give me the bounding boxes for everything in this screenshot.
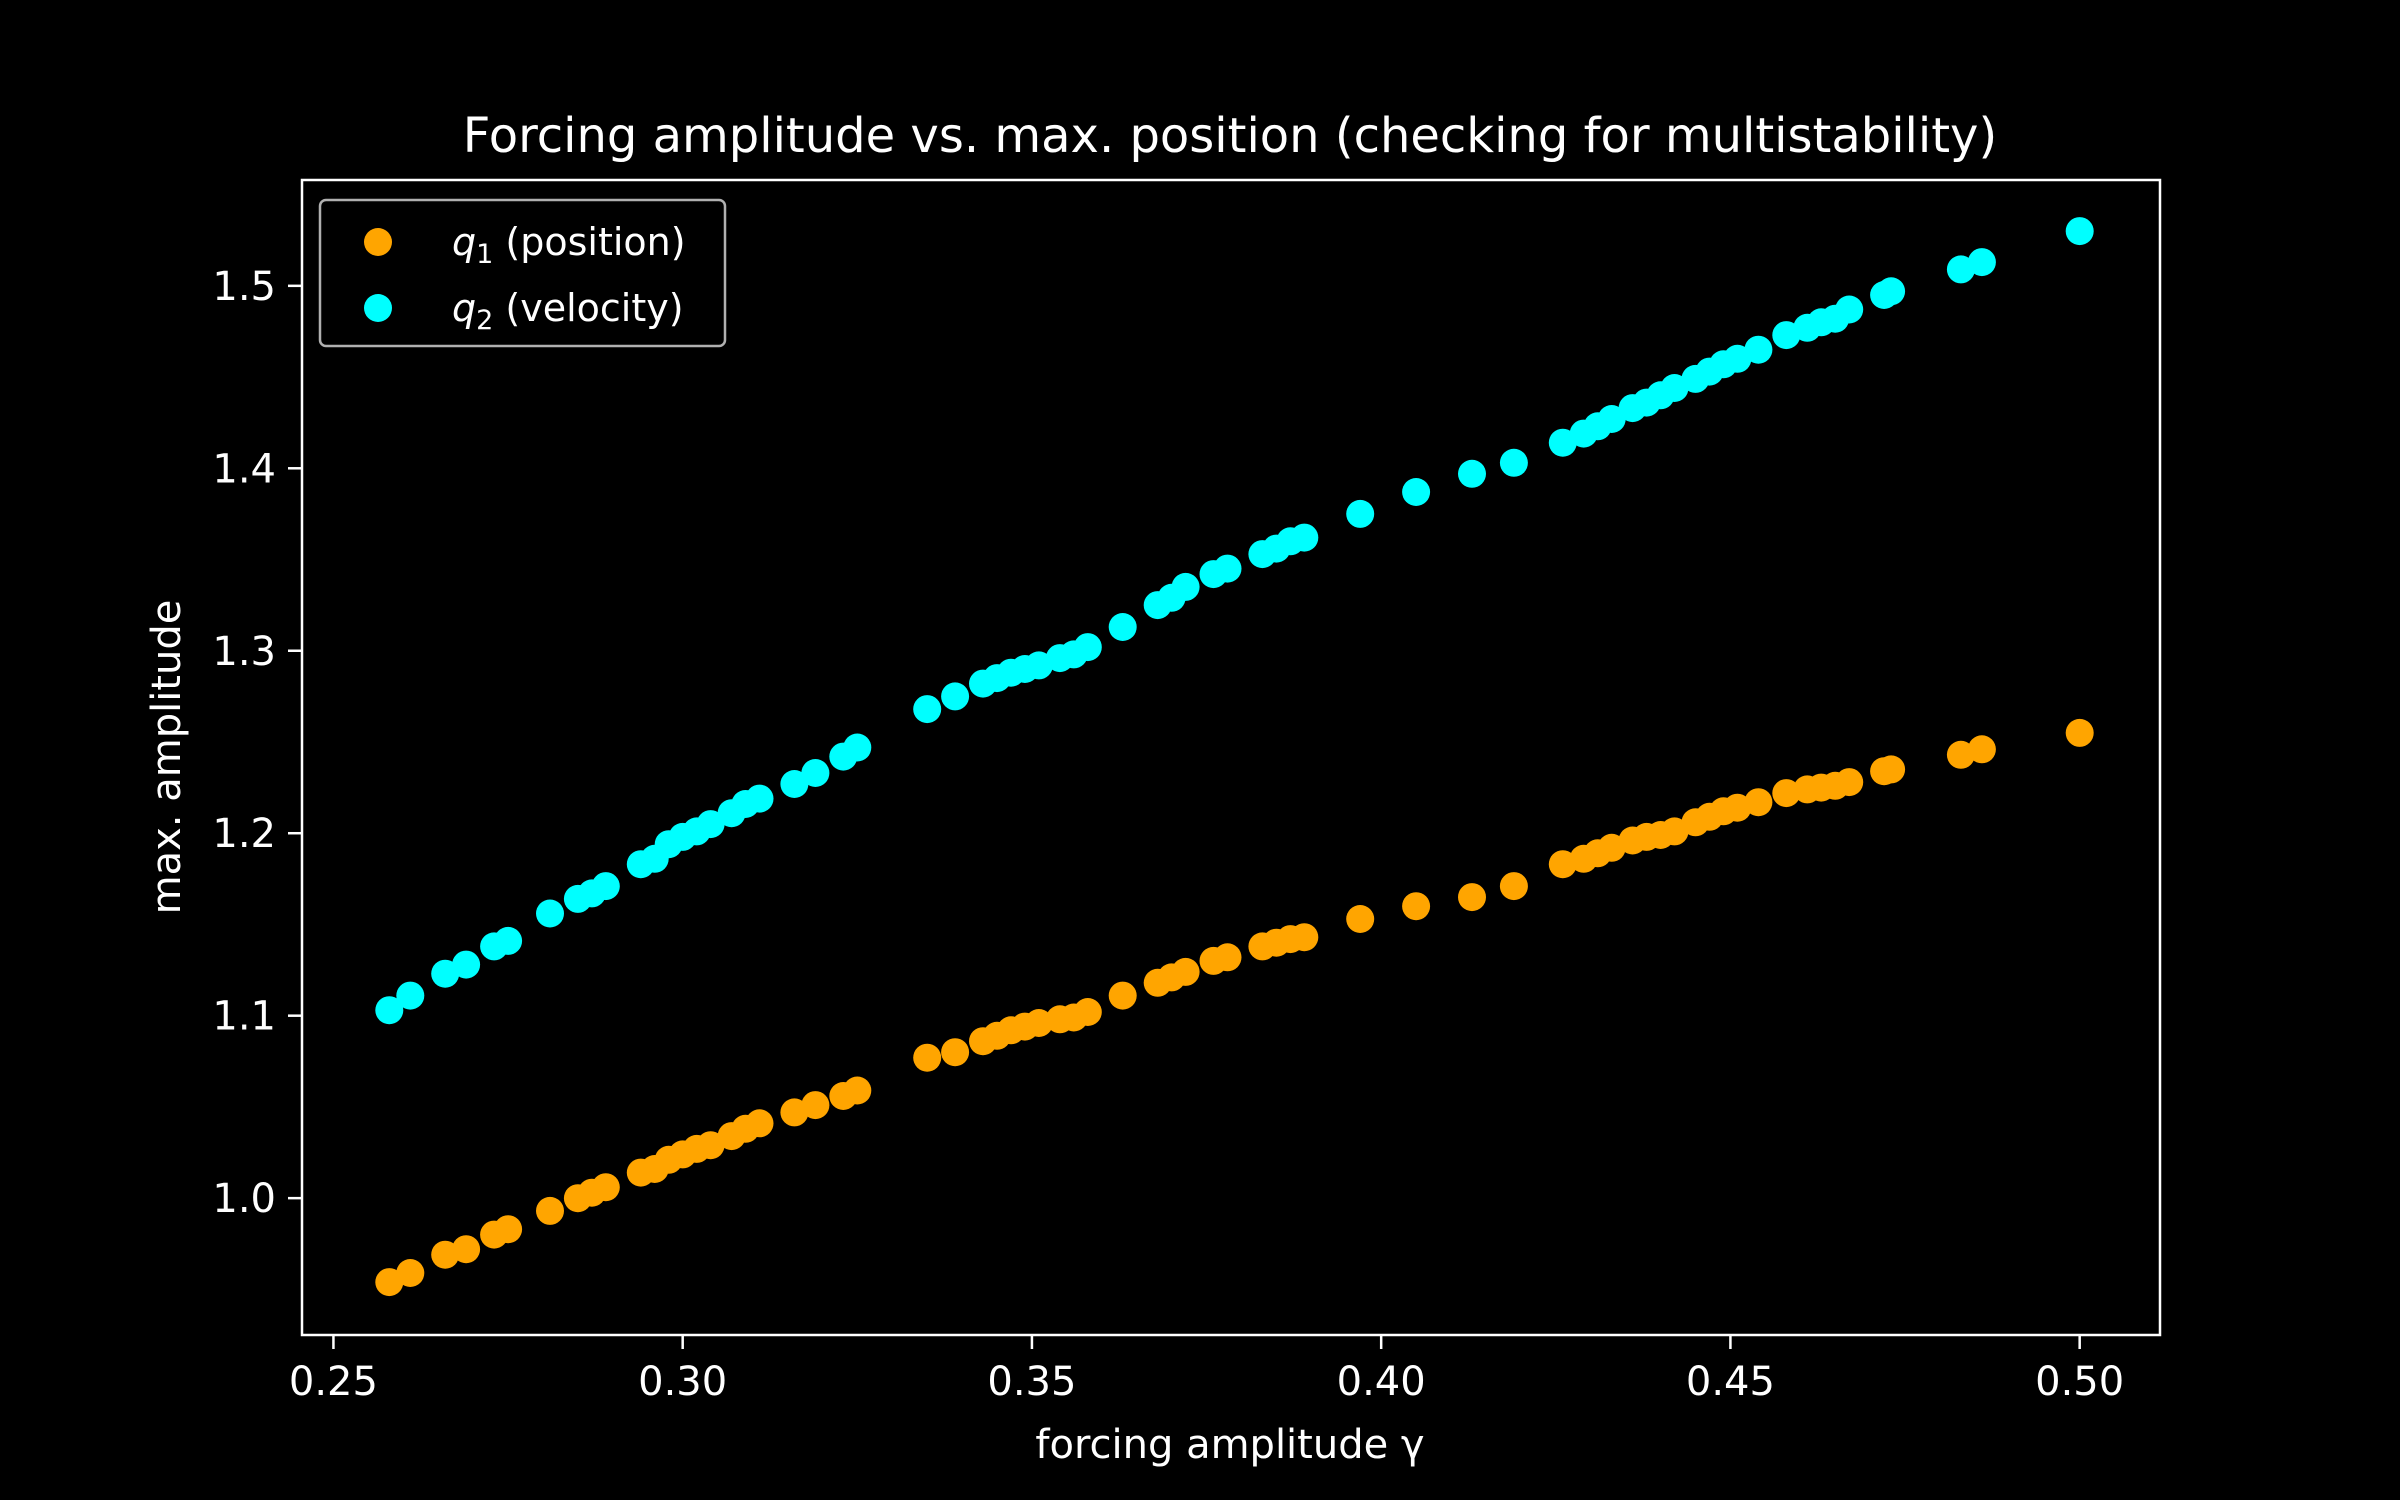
y-tick-label: 1.3 — [212, 629, 276, 675]
series-1-point — [1171, 957, 1200, 986]
series-1-point — [1835, 768, 1864, 797]
chart-title: Forcing amplitude vs. max. position (che… — [463, 108, 1997, 164]
series-2-point — [1967, 248, 1996, 277]
series-1-point — [1458, 883, 1486, 912]
x-tick-label: 0.30 — [638, 1359, 727, 1405]
y-tick-label: 1.5 — [212, 264, 276, 310]
plot-area — [375, 217, 2094, 1297]
series-1-point — [1772, 779, 1801, 808]
x-axis-label: forcing amplitude γ — [1035, 1422, 1424, 1468]
series-2-point — [801, 759, 830, 787]
series-1-point — [913, 1043, 942, 1072]
series-1-point — [1723, 793, 1752, 822]
y-axis: 1.0 1.1 1.2 1.3 1.4 1.5 — [212, 264, 302, 1222]
series-2-point — [1660, 374, 1689, 402]
series-1-point — [780, 1098, 809, 1127]
series-2-point — [1290, 523, 1319, 552]
series-2-point — [1346, 499, 1375, 528]
series-2-point — [1108, 613, 1137, 641]
x-axis: 0.25 0.30 0.35 0.40 0.45 0.50 — [289, 1335, 2124, 1405]
series-1-point — [941, 1038, 970, 1067]
x-tick-label: 0.25 — [289, 1359, 378, 1405]
x-tick-label: 0.35 — [987, 1359, 1076, 1405]
series-1-point — [801, 1091, 830, 1120]
series-2-point — [375, 996, 404, 1025]
series-2-point — [1723, 344, 1752, 373]
series-2-point — [1402, 478, 1431, 506]
x-tick-label: 0.50 — [2035, 1359, 2124, 1405]
y-tick-label: 1.1 — [212, 994, 276, 1040]
x-tick-label: 0.40 — [1337, 1359, 1426, 1405]
series-1-point — [745, 1109, 774, 1138]
series-2-point — [843, 733, 872, 762]
legend-box — [318, 198, 727, 348]
series-1-point — [1402, 892, 1431, 921]
x-tick-label: 0.45 — [1686, 1359, 1775, 1405]
series-2-point — [1744, 335, 1773, 364]
legend-marker-series-1 — [364, 228, 392, 256]
series-1-point — [536, 1196, 564, 1225]
series-2-point — [452, 950, 481, 979]
series-1-point — [843, 1076, 872, 1105]
series-1-point — [1744, 788, 1773, 817]
series-2-point — [1772, 321, 1801, 350]
series-1-point — [1967, 735, 1996, 764]
series-1-point — [1660, 817, 1689, 846]
series-2-point — [1171, 572, 1200, 601]
series-2-point — [396, 981, 425, 1010]
series-1-point — [1024, 1009, 1053, 1037]
series-2-point — [1597, 405, 1626, 433]
y-axis-label: max. amplitude — [144, 600, 190, 915]
series-1-point — [494, 1215, 523, 1244]
series-1-point — [1073, 998, 1102, 1026]
series-1-point — [1108, 981, 1137, 1010]
y-tick-label: 1.4 — [212, 446, 276, 492]
plot-frame — [300, 178, 2162, 1337]
series-1-point — [696, 1131, 725, 1160]
legend-marker-series-2 — [364, 294, 392, 322]
series-1-point — [1877, 755, 1906, 784]
series-2-point — [1024, 651, 1053, 680]
series-1-point — [1290, 923, 1319, 952]
y-tick-label: 1.2 — [212, 811, 276, 857]
legend-label-series-2: q2 (velocity) — [452, 286, 684, 336]
series-1-point — [1499, 872, 1528, 901]
series-1-point — [1346, 905, 1375, 933]
series-2-point — [1946, 255, 1975, 284]
series-1-point — [1213, 943, 1242, 972]
series-2-point — [1548, 428, 1577, 457]
series-1-point — [375, 1268, 404, 1297]
series-2-point — [494, 926, 523, 955]
series-2-point — [1073, 633, 1102, 662]
series-2-point — [941, 682, 970, 711]
series-2-point — [536, 899, 564, 928]
series-2-point — [696, 810, 725, 839]
y-tick-label: 1.0 — [212, 1176, 276, 1222]
series-2-point — [1213, 554, 1242, 583]
series-2-point — [431, 959, 460, 988]
series-2-point — [745, 784, 774, 813]
series-2-point — [780, 770, 809, 798]
legend-label-series-1: q1 (position) — [452, 220, 686, 270]
series-2-point — [591, 872, 620, 901]
series-1-point — [1946, 740, 1975, 769]
series-1-point — [452, 1235, 481, 1264]
series-1-point — [2065, 718, 2094, 747]
series-2-point — [913, 695, 942, 724]
series-2-point — [1458, 459, 1486, 488]
series-2-point — [2065, 217, 2094, 246]
series-1-point — [591, 1173, 620, 1202]
series-2-point — [1499, 448, 1528, 477]
series-2-point — [1877, 277, 1906, 306]
series-2-point — [1835, 295, 1864, 324]
legend: q1 (position) q2 (velocity) — [318, 198, 727, 348]
series-1-point — [396, 1259, 425, 1287]
